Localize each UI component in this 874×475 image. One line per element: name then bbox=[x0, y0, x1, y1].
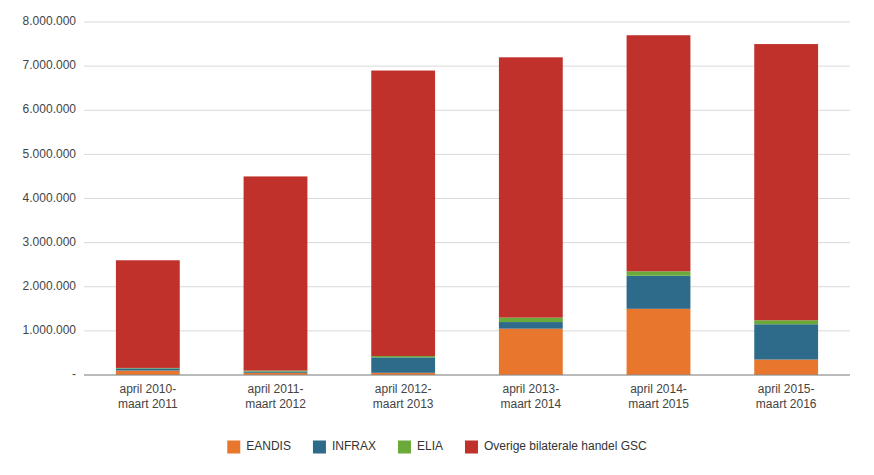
grid-line bbox=[84, 242, 850, 243]
x-tick-label: april 2014-maart 2015 bbox=[628, 382, 689, 411]
legend: EANDIS INFRAX ELIA Overige bilaterale hande… bbox=[227, 439, 647, 453]
y-tick-label: 7.000.000 bbox=[23, 58, 77, 72]
y-tick-label: 3.000.000 bbox=[23, 235, 77, 249]
bar-segment bbox=[371, 71, 435, 356]
legend-swatch bbox=[465, 441, 478, 454]
x-tick-label-line: april 2011- bbox=[248, 382, 304, 396]
x-tick-label-line: april 2014- bbox=[630, 382, 687, 396]
bar-segment bbox=[499, 329, 563, 375]
legend-label: ELIA bbox=[417, 439, 443, 453]
legend-item: INFRAX bbox=[313, 439, 376, 453]
grid-line bbox=[84, 154, 850, 155]
x-tick-label-line: april 2013- bbox=[502, 382, 559, 396]
legend-item: EANDIS bbox=[227, 439, 291, 453]
y-tick-label: 4.000.000 bbox=[23, 191, 77, 205]
chart: - 1.000.000 2.000.000 3.000.000 4.000.000 5.0… bbox=[0, 0, 874, 475]
x-tick-label-line: maart 2014 bbox=[500, 397, 561, 411]
x-tick-label-line: maart 2013 bbox=[373, 397, 434, 411]
y-tick-label: 8.000.000 bbox=[23, 14, 77, 28]
bar-segment bbox=[499, 322, 563, 329]
x-tick-label-line: april 2010- bbox=[119, 382, 176, 396]
bar-segment bbox=[116, 260, 180, 368]
bar-segment bbox=[754, 360, 818, 375]
bar-segment bbox=[244, 176, 308, 370]
bar-segment bbox=[116, 368, 180, 370]
x-tick-label: april 2013-maart 2014 bbox=[500, 382, 561, 411]
x-tick-label-line: maart 2011 bbox=[118, 397, 178, 411]
y-tick-label: - bbox=[72, 367, 76, 381]
x-tick-label: april 2015-maart 2016 bbox=[756, 382, 817, 411]
bar-segment bbox=[371, 356, 435, 357]
x-tick-label-line: april 2012- bbox=[375, 382, 432, 396]
legend-swatch bbox=[398, 441, 411, 454]
y-tick-label: 2.000.000 bbox=[23, 279, 77, 293]
bar-segment bbox=[627, 276, 691, 309]
x-tick-label-line: maart 2012 bbox=[245, 397, 306, 411]
bar-segment bbox=[244, 371, 308, 372]
bar-segment bbox=[754, 324, 818, 359]
legend-item: Overige bilaterale handel GSC bbox=[465, 439, 647, 453]
x-axis-line bbox=[84, 375, 850, 376]
grid-line bbox=[84, 375, 850, 376]
grid-line bbox=[84, 66, 850, 67]
bar-segment bbox=[499, 318, 563, 322]
y-tick-label: 6.000.000 bbox=[23, 102, 77, 116]
x-tick-label-line: maart 2016 bbox=[756, 397, 817, 411]
y-tick-label: 5.000.000 bbox=[23, 147, 77, 161]
x-tick-label: april 2011-maart 2012 bbox=[245, 382, 306, 411]
bar-segment bbox=[627, 271, 691, 275]
bar-segment bbox=[627, 35, 691, 271]
bar-segment bbox=[116, 371, 180, 375]
bar-segment bbox=[754, 44, 818, 320]
legend-label: Overige bilaterale handel GSC bbox=[484, 439, 647, 453]
grid-line bbox=[84, 110, 850, 111]
x-tick-label: april 2010-maart 2011 bbox=[118, 382, 178, 411]
grid-line bbox=[84, 286, 850, 287]
legend-item: ELIA bbox=[398, 439, 443, 453]
legend-swatch bbox=[227, 441, 240, 454]
x-tick-label: april 2012-maart 2013 bbox=[373, 382, 434, 411]
grid-line bbox=[84, 198, 850, 199]
y-tick-label: 1.000.000 bbox=[23, 323, 77, 337]
y-axis: - 1.000.000 2.000.000 3.000.000 4.000.000 5.0… bbox=[23, 14, 850, 381]
x-axis: april 2010-maart 2011april 2011-maart 20… bbox=[84, 375, 850, 411]
legend-label: EANDIS bbox=[246, 439, 291, 453]
bar-segment bbox=[499, 57, 563, 317]
grid-line bbox=[84, 330, 850, 331]
grid-line bbox=[84, 22, 850, 23]
bar-segment bbox=[627, 309, 691, 375]
bar-segment bbox=[371, 357, 435, 372]
x-tick-label-line: april 2015- bbox=[758, 382, 815, 396]
bars bbox=[116, 35, 818, 375]
legend-swatch bbox=[313, 441, 326, 454]
x-tick-label-line: maart 2015 bbox=[628, 397, 689, 411]
bar-segment bbox=[754, 320, 818, 324]
legend-label: INFRAX bbox=[332, 439, 376, 453]
